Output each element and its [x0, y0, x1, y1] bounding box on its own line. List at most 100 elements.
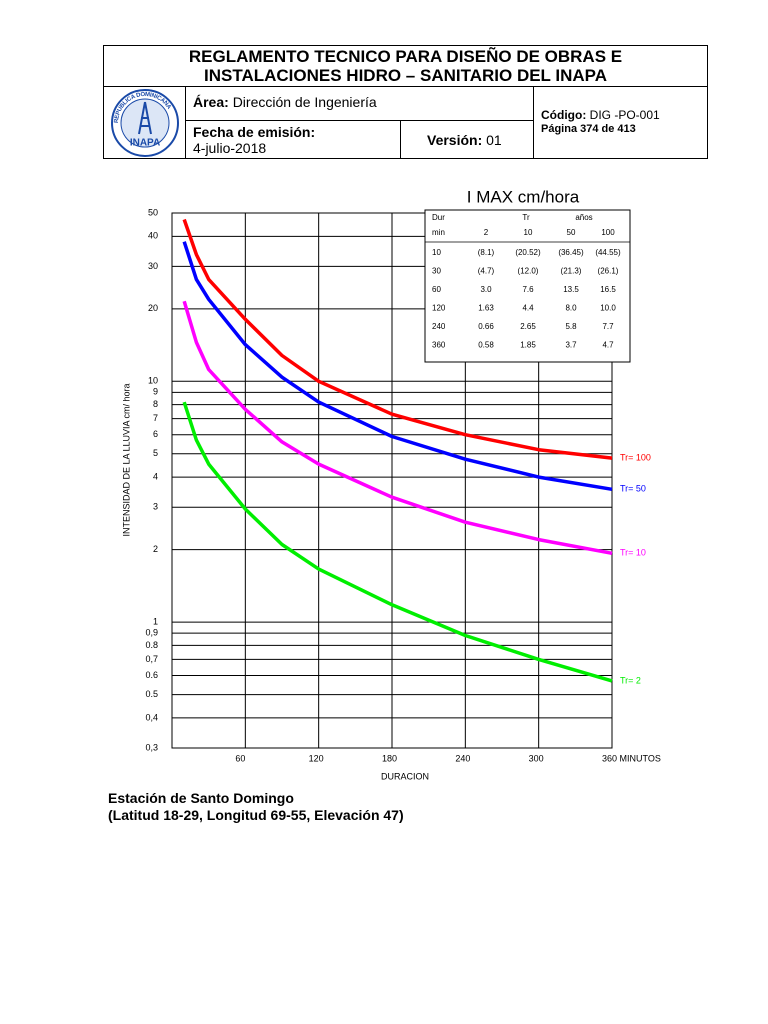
y-tick-label: 9	[153, 387, 158, 397]
chart-title: I MAX cm/hora	[467, 187, 580, 206]
date-label: Fecha de emisión:	[193, 124, 316, 140]
table-cell: (20.52)	[515, 248, 541, 257]
version-label: Versión:	[427, 132, 483, 148]
x-tick-label: 360 MINUTOS	[602, 753, 661, 763]
table-cell: 240	[432, 322, 446, 331]
table-cell: 2.65	[520, 322, 536, 331]
table-cell: 4.4	[522, 304, 534, 313]
area-label: Área:	[193, 94, 229, 110]
x-tick-label: 300	[529, 753, 544, 763]
code-label: Código:	[541, 108, 587, 122]
y-tick-label: 7	[153, 413, 158, 423]
table-cell: (4.7)	[478, 267, 495, 276]
y-tick-label: 3	[153, 502, 158, 512]
title-line: INSTALACIONES HIDRO – SANITARIO DEL INAP…	[204, 66, 607, 85]
table-cell: 360	[432, 341, 446, 350]
table-cell: 16.5	[600, 285, 616, 294]
y-tick-label: 0.8	[145, 640, 158, 650]
version: Versión: 01	[427, 132, 502, 148]
series-line	[182, 218, 613, 460]
table-cell: (36.45)	[558, 248, 584, 257]
table-cell: 60	[432, 285, 441, 294]
table-header: Dur	[432, 213, 445, 222]
table-header: 2	[484, 228, 489, 237]
y-axis-title: INTENSIDAD DE LA LLUVIA cm/ hora	[121, 383, 131, 536]
table-header: años	[575, 213, 592, 222]
logo-inner	[120, 98, 170, 148]
table-box	[424, 209, 631, 363]
code: Código: DIG -PO-001	[541, 108, 660, 122]
code-value: DIG -PO-001	[589, 108, 660, 122]
y-tick-label: 0,7	[145, 654, 158, 664]
logo-text: INAPA	[130, 138, 160, 149]
date-value: 4-julio-2018	[193, 140, 267, 156]
table-cell: (26.1)	[598, 267, 619, 276]
location: (Latitud 18-29, Longitud 69-55, Elevació…	[108, 807, 404, 823]
table-header: min	[432, 228, 445, 237]
table-cell: 5.8	[565, 322, 577, 331]
x-tick-label: 180	[382, 753, 397, 763]
x-tick-label: 60	[235, 753, 245, 763]
logo: REPUBLICA DOMINICANA INAPA	[111, 89, 179, 157]
logo-tower	[138, 101, 152, 135]
page-number: Página 374 de 413	[541, 123, 636, 135]
table-cell: 4.7	[602, 341, 614, 350]
area: Área: Dirección de Ingeniería	[193, 94, 377, 110]
table-cell: 3.0	[480, 285, 492, 294]
table-cell: (21.3)	[561, 267, 582, 276]
series-label: Tr= 2	[620, 675, 641, 685]
y-tick-label: 0,3	[145, 742, 158, 752]
y-tick-label: 20	[148, 303, 158, 313]
table-header: 10	[524, 228, 533, 237]
table-cell: (8.1)	[478, 248, 495, 257]
header-title: REGLAMENTO TECNICO PARA DISEÑO DE OBRAS …	[103, 47, 708, 85]
table-cell: 0.66	[478, 322, 494, 331]
area-value: Dirección de Ingeniería	[232, 94, 377, 110]
y-tick-label: 6	[153, 429, 158, 439]
table-cell: 120	[432, 304, 446, 313]
x-tick-label: 120	[309, 753, 324, 763]
title-line: REGLAMENTO TECNICO PARA DISEÑO DE OBRAS …	[188, 47, 623, 66]
y-tick-label: 0,9	[145, 627, 158, 637]
table-header: Tr	[522, 213, 530, 222]
x-axis-title: DURACION	[381, 771, 429, 781]
table-cell: (12.0)	[518, 267, 539, 276]
chart: 50403020109876543210,90.80,70.60.50,40,3…	[121, 187, 661, 781]
y-tick-label: 0.6	[145, 670, 158, 680]
table-cell: 10	[432, 248, 441, 257]
table-header: 50	[567, 228, 576, 237]
series-label: Tr= 10	[620, 548, 646, 558]
table-cell: 7.6	[522, 285, 534, 294]
series-line	[182, 241, 613, 492]
y-tick-label: 1	[153, 616, 158, 626]
series-line	[182, 300, 613, 556]
table-cell: 30	[432, 267, 441, 276]
code-cell	[533, 86, 708, 159]
series-label: Tr= 50	[620, 484, 646, 494]
table-header: 100	[601, 228, 615, 237]
y-tick-label: 0.5	[145, 689, 158, 699]
y-tick-label: 0,4	[145, 712, 158, 722]
station: Estación de Santo Domingo	[108, 790, 294, 806]
table-cell: (44.55)	[595, 248, 621, 257]
table-cell: 1.63	[478, 304, 494, 313]
table-cell: 13.5	[563, 285, 579, 294]
table-cell: 7.7	[602, 322, 614, 331]
table-cell: 0.58	[478, 341, 494, 350]
y-tick-label: 30	[148, 261, 158, 271]
y-tick-label: 8	[153, 399, 158, 409]
y-tick-label: 4	[153, 472, 158, 482]
y-tick-label: 50	[148, 207, 158, 217]
table-cell: 10.0	[600, 304, 616, 313]
y-tick-label: 5	[153, 448, 158, 458]
table-cell: 1.85	[520, 341, 536, 350]
table-cell: 8.0	[565, 304, 577, 313]
x-tick-label: 240	[455, 753, 470, 763]
y-tick-label: 10	[148, 376, 158, 386]
series-label: Tr= 100	[620, 452, 651, 462]
series-line	[182, 401, 613, 683]
version-value: 01	[486, 132, 502, 148]
y-tick-label: 2	[153, 544, 158, 554]
y-tick-label: 40	[148, 231, 158, 241]
